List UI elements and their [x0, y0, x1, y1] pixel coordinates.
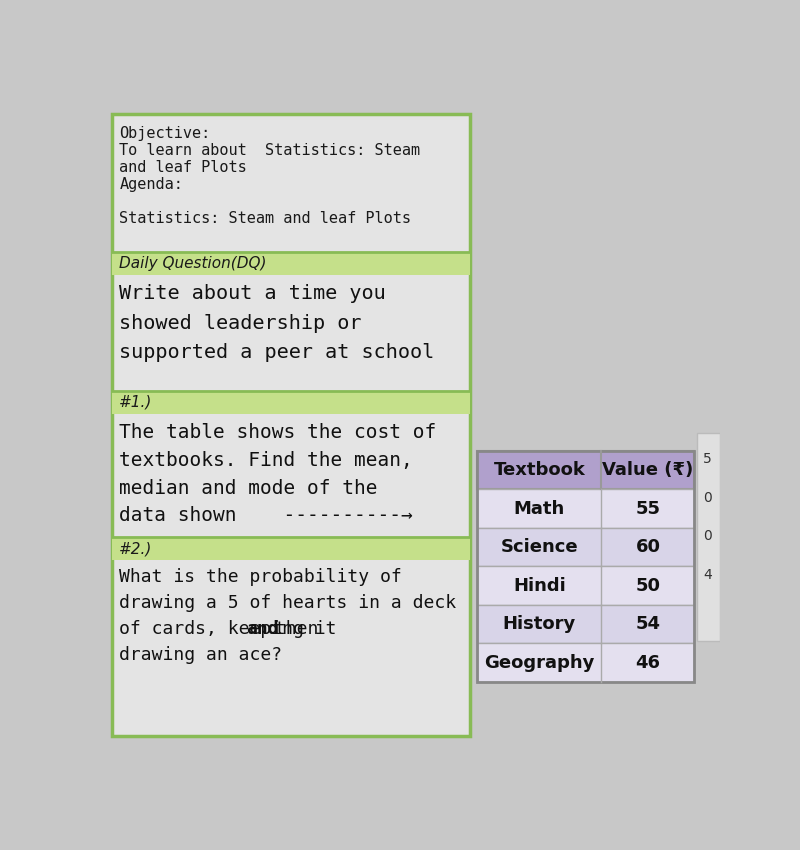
Text: data shown    ----------→: data shown ----------→ [119, 507, 413, 525]
Text: Geography: Geography [484, 654, 594, 672]
FancyBboxPatch shape [112, 391, 470, 414]
Text: #1.): #1.) [119, 394, 153, 410]
Text: median and mode of the: median and mode of the [119, 479, 378, 497]
Text: drawing a 5 of hearts in a deck: drawing a 5 of hearts in a deck [119, 594, 457, 612]
FancyBboxPatch shape [697, 434, 720, 641]
Text: Hindi: Hindi [513, 576, 566, 594]
Text: Science: Science [501, 538, 578, 556]
FancyBboxPatch shape [478, 566, 694, 605]
FancyBboxPatch shape [478, 528, 694, 566]
Text: Value (₹): Value (₹) [602, 461, 694, 479]
FancyBboxPatch shape [112, 252, 470, 275]
Text: History: History [502, 615, 576, 633]
Text: 0: 0 [703, 490, 712, 505]
Text: showed leadership or: showed leadership or [119, 314, 362, 332]
Text: Statistics: Steam and leaf Plots: Statistics: Steam and leaf Plots [119, 211, 411, 225]
Text: 60: 60 [635, 538, 661, 556]
Text: Math: Math [514, 500, 565, 518]
FancyBboxPatch shape [112, 114, 470, 736]
Text: Daily Question(DQ): Daily Question(DQ) [119, 256, 267, 271]
FancyBboxPatch shape [478, 605, 694, 643]
Text: The table shows the cost of: The table shows the cost of [119, 423, 437, 442]
Text: To learn about  Statistics: Steam: To learn about Statistics: Steam [119, 143, 421, 158]
Text: textbooks. Find the mean,: textbooks. Find the mean, [119, 450, 413, 470]
Text: What is the probability of: What is the probability of [119, 568, 402, 586]
Text: supported a peer at school: supported a peer at school [119, 343, 434, 362]
Text: of cards, keeping it: of cards, keeping it [119, 620, 348, 638]
Text: 50: 50 [635, 576, 661, 594]
Text: Agenda:: Agenda: [119, 177, 183, 192]
Text: Objective:: Objective: [119, 126, 210, 141]
FancyBboxPatch shape [478, 490, 694, 528]
Text: 0: 0 [703, 530, 712, 543]
Text: 54: 54 [635, 615, 661, 633]
Text: Write about a time you: Write about a time you [119, 285, 386, 303]
Text: drawing an ace?: drawing an ace? [119, 646, 282, 665]
Text: then: then [265, 620, 319, 638]
Text: 4: 4 [703, 568, 712, 582]
Text: 46: 46 [635, 654, 661, 672]
FancyBboxPatch shape [478, 643, 694, 682]
Text: and leaf Plots: and leaf Plots [119, 160, 247, 175]
Text: Textbook: Textbook [494, 461, 586, 479]
Text: 55: 55 [635, 500, 661, 518]
FancyBboxPatch shape [478, 450, 694, 490]
FancyBboxPatch shape [112, 537, 470, 560]
Text: #2.): #2.) [119, 541, 153, 556]
Text: 5: 5 [703, 452, 712, 467]
Text: and: and [246, 620, 279, 638]
